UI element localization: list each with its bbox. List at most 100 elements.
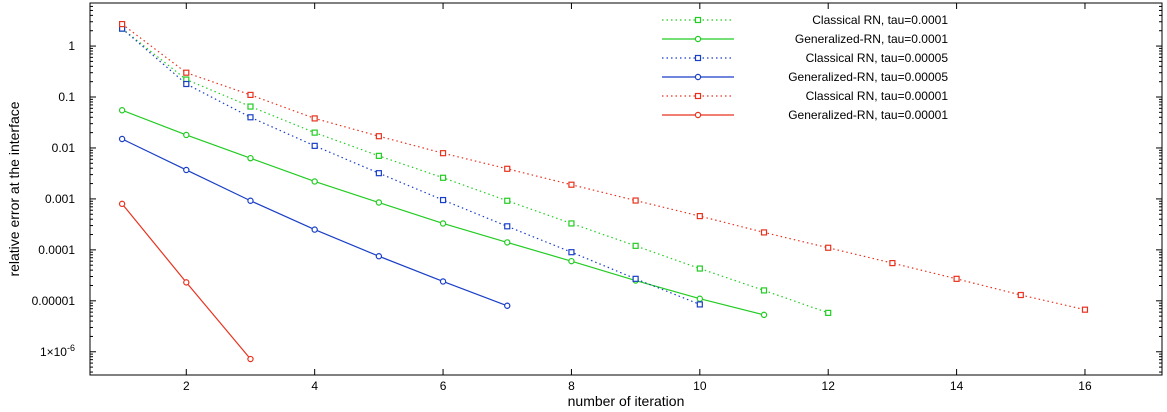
data-point bbox=[183, 279, 190, 286]
data-point bbox=[311, 142, 318, 149]
legend-label: Generalized-RN, tau=0.0001 bbox=[795, 32, 948, 46]
data-point bbox=[247, 114, 254, 121]
data-point bbox=[183, 80, 190, 88]
legend-marker bbox=[694, 16, 702, 24]
data-point bbox=[504, 223, 511, 230]
data-point bbox=[118, 107, 126, 114]
data-point bbox=[632, 242, 639, 249]
data-point bbox=[118, 200, 126, 208]
data-point bbox=[504, 165, 511, 172]
x-tick-label: 8 bbox=[568, 379, 575, 393]
data-point bbox=[696, 295, 704, 302]
data-point bbox=[247, 197, 254, 204]
y-tick-label: 0.00001 bbox=[32, 294, 76, 308]
data-point bbox=[632, 275, 639, 282]
data-point bbox=[568, 257, 575, 265]
data-point bbox=[375, 199, 383, 206]
series-4 bbox=[118, 135, 511, 309]
data-point bbox=[632, 197, 639, 204]
data-point bbox=[118, 135, 126, 143]
legend-item: Generalized-RN, tau=0.0001 bbox=[662, 32, 948, 46]
series-line bbox=[121, 28, 701, 305]
x-tick-label: 16 bbox=[1078, 379, 1092, 393]
series-line bbox=[121, 23, 1086, 311]
data-point bbox=[568, 181, 575, 188]
legend-marker bbox=[694, 92, 702, 100]
series-2 bbox=[118, 107, 768, 319]
series-line bbox=[121, 28, 829, 314]
data-point bbox=[247, 91, 254, 99]
data-point bbox=[183, 131, 190, 139]
data-point bbox=[247, 154, 254, 162]
data-point bbox=[375, 133, 382, 140]
data-point bbox=[504, 302, 511, 309]
data-point bbox=[375, 253, 383, 260]
series-3 bbox=[118, 25, 703, 308]
data-point bbox=[825, 309, 832, 316]
legend-marker bbox=[694, 35, 702, 43]
legend-item: Generalized-RN, tau=0.00005 bbox=[662, 70, 948, 84]
y-tick-label: 0.001 bbox=[45, 192, 75, 206]
data-point bbox=[118, 20, 126, 28]
legend-marker bbox=[694, 54, 702, 62]
data-point bbox=[889, 259, 896, 267]
data-point bbox=[760, 311, 768, 319]
series-5 bbox=[118, 20, 1089, 313]
data-point bbox=[439, 196, 447, 204]
data-point bbox=[696, 265, 703, 272]
data-point bbox=[696, 212, 703, 220]
y-tick-label: 0.01 bbox=[52, 141, 76, 155]
y-tick-label: 1 bbox=[68, 39, 75, 53]
data-point bbox=[311, 226, 318, 233]
data-point bbox=[760, 229, 768, 236]
data-point bbox=[183, 166, 190, 174]
legend-label: Generalized-RN, tau=0.00005 bbox=[788, 70, 948, 84]
data-point bbox=[504, 197, 511, 204]
y-tick-label: 0.0001 bbox=[38, 243, 75, 257]
data-point bbox=[311, 115, 318, 122]
data-point bbox=[568, 249, 575, 256]
legend-marker bbox=[694, 111, 702, 119]
data-point bbox=[247, 355, 254, 363]
legend-item: Generalized-RN, tau=0.00001 bbox=[662, 108, 948, 122]
y-tick-label: 1×10-6 bbox=[40, 343, 75, 359]
x-ticks: 2 4 6 8 10 12 14 16 bbox=[183, 3, 1092, 393]
series-line bbox=[121, 138, 508, 307]
x-tick-label: 6 bbox=[440, 379, 447, 393]
x-tick-label: 12 bbox=[822, 379, 836, 393]
data-point bbox=[439, 278, 447, 285]
data-point bbox=[1081, 306, 1089, 313]
x-tick-label: 2 bbox=[183, 379, 190, 393]
data-point bbox=[439, 150, 447, 157]
data-point bbox=[568, 220, 575, 227]
legend-marker bbox=[694, 73, 702, 81]
x-tick-label: 10 bbox=[693, 379, 707, 393]
series-layer bbox=[118, 20, 1089, 363]
data-point bbox=[247, 103, 254, 110]
y-ticks: 1×10-6 0.00001 0.0001 0.001 0.01 0.1 1 bbox=[32, 2, 1162, 373]
data-point bbox=[375, 170, 382, 177]
data-point bbox=[696, 301, 703, 308]
y-tick-label: 0.1 bbox=[58, 90, 75, 104]
legend-label: Classical RN, tau=0.00001 bbox=[806, 89, 949, 103]
data-point bbox=[311, 129, 318, 136]
x-tick-label: 4 bbox=[311, 379, 318, 393]
y-axis-label: relative error at the interface bbox=[6, 101, 22, 276]
legend: Classical RN, tau=0.0001 Generalized-RN, … bbox=[662, 13, 948, 122]
data-point bbox=[953, 275, 960, 282]
data-point bbox=[375, 152, 382, 159]
data-point bbox=[183, 69, 190, 76]
series-1 bbox=[118, 25, 832, 316]
data-point bbox=[439, 220, 447, 227]
data-point bbox=[1017, 291, 1024, 299]
series-6 bbox=[118, 200, 254, 363]
x-axis-label: number of iteration bbox=[568, 393, 685, 409]
legend-label: Generalized-RN, tau=0.00001 bbox=[788, 108, 948, 122]
data-point bbox=[504, 239, 511, 246]
data-point bbox=[760, 287, 768, 294]
plot-frame bbox=[89, 2, 1163, 376]
legend-label: Classical RN, tau=0.00005 bbox=[806, 51, 949, 65]
data-point bbox=[439, 174, 447, 181]
legend-item: Classical RN, tau=0.0001 bbox=[662, 13, 948, 27]
